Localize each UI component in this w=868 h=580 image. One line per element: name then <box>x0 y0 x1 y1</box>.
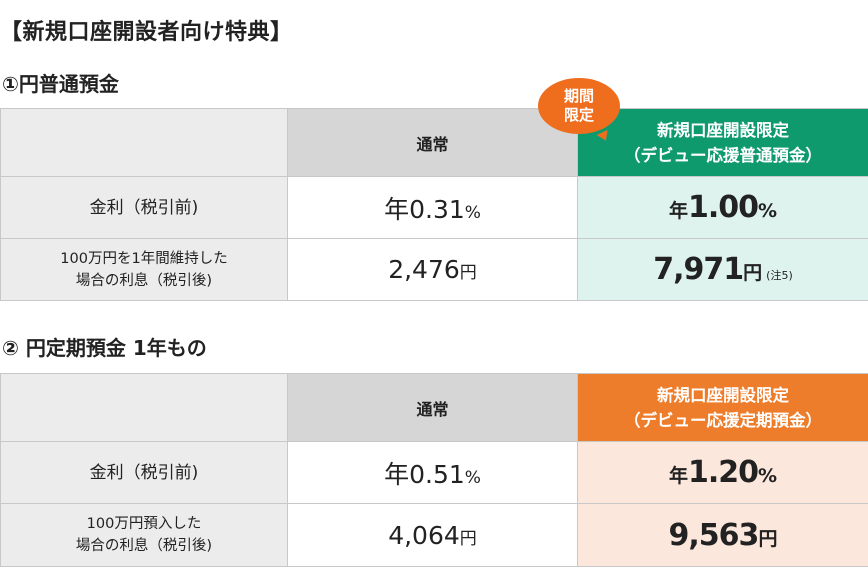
rate-value: 0.51 <box>409 459 465 489</box>
page-title: 【新規口座開設者向け特典】 <box>0 20 293 45</box>
interest-unit: 円 <box>758 527 778 550</box>
promo-rate: 年1.20% <box>577 441 868 504</box>
rate-row-label: 金利（税引前) <box>0 176 288 239</box>
section2-title: ② 円定期預金 1年もの <box>2 336 207 360</box>
rate-prefix: 年 <box>668 465 688 487</box>
interest-row-label: 100万円預入した 場合の利息（税引後) <box>0 503 288 567</box>
interest-value: 4,064 <box>388 520 460 550</box>
rate-value: 1.00 <box>687 190 759 225</box>
interest-row-label: 100万円を1年間維持した 場合の利息（税引後) <box>0 238 288 301</box>
standard-rate: 年0.31% <box>287 176 578 239</box>
promo-header-line1: 新規口座開設限定 <box>657 120 789 140</box>
promo-header-line1: 新規口座開設限定 <box>657 385 789 405</box>
interest-unit: 円 <box>459 263 477 283</box>
promo-header: 新規口座開設限定 （デビュー応援普通預金） <box>577 108 868 177</box>
standard-header: 通常 <box>287 373 578 442</box>
standard-header: 通常 <box>287 108 578 177</box>
interest-value: 2,476 <box>388 255 460 284</box>
promo-rate: 年1.00% <box>577 176 868 239</box>
promo-header-line2: （デビュー応援普通預金） <box>624 145 822 165</box>
footnote-ref: (注5) <box>766 269 793 282</box>
rate-prefix: 年 <box>668 200 688 222</box>
standard-interest: 2,476円 <box>287 238 578 301</box>
table-corner-cell <box>0 108 288 177</box>
promo-interest: 7,971円 (注5) <box>577 238 868 301</box>
interest-label-line1: 100万円預入した <box>86 516 202 532</box>
rate-unit: % <box>758 200 778 222</box>
savings-rate-table: 通常 新規口座開設限定 （デビュー応援普通預金） 金利（税引前) 年0.31% … <box>0 108 868 301</box>
time-deposit-rate-table: 通常 新規口座開設限定 （デビュー応援定期預金） 金利（税引前) 年0.51% … <box>0 373 868 567</box>
interest-label-line1: 100万円を1年間維持した <box>60 250 228 267</box>
rate-prefix: 年 <box>384 459 410 489</box>
badge-line2: 限定 <box>563 106 594 124</box>
rate-value: 1.20 <box>687 455 759 490</box>
interest-label-line2: 場合の利息（税引後) <box>75 272 213 289</box>
badge-line1: 期間 <box>563 87 594 105</box>
section1-title: ①円普通預金 <box>2 72 119 96</box>
rate-unit: % <box>464 202 481 223</box>
standard-interest: 4,064円 <box>287 503 578 567</box>
rate-prefix: 年 <box>384 194 410 224</box>
standard-rate: 年0.51% <box>287 441 578 504</box>
promo-header: 新規口座開設限定 （デビュー応援定期預金） <box>577 373 868 442</box>
interest-unit: 円 <box>743 262 763 284</box>
table-corner-cell <box>0 373 288 442</box>
interest-label-line2: 場合の利息（税引後) <box>75 538 213 554</box>
interest-unit: 円 <box>459 528 477 549</box>
interest-value: 7,971 <box>653 252 744 287</box>
promo-header-line2: （デビュー応援定期預金） <box>624 410 822 430</box>
rate-unit: % <box>464 467 481 488</box>
rate-row-label: 金利（税引前) <box>0 441 288 504</box>
rate-unit: % <box>758 465 778 487</box>
promo-interest: 9,563円 <box>577 503 868 567</box>
interest-value: 9,563 <box>668 517 760 553</box>
rate-value: 0.31 <box>409 194 465 224</box>
limited-time-badge: 期間 限定 <box>538 78 620 134</box>
